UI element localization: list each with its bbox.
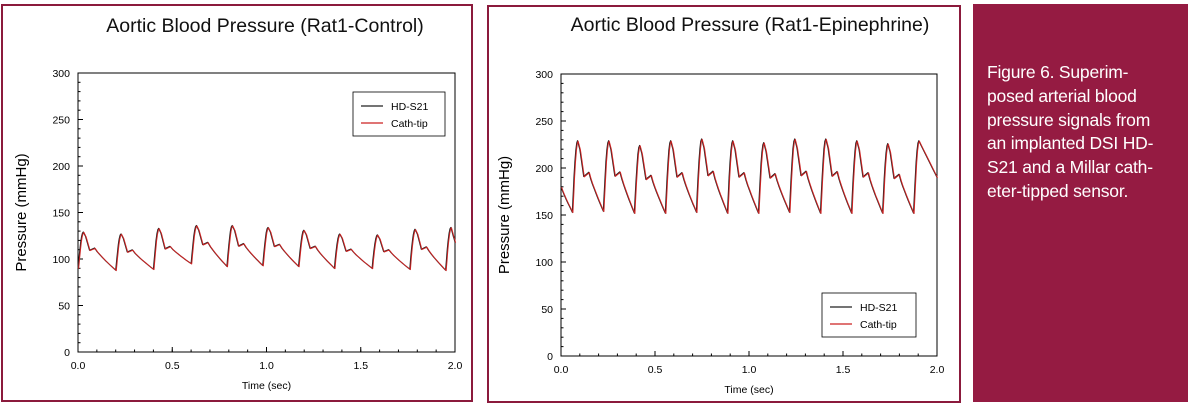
caption-line: an implanted DSI HD- [987,133,1154,154]
chart-panel-control: Aortic Blood Pressure (Rat1-Control) 0.0 0… [1,4,473,402]
caption-line: Figure 6. Superim- [987,62,1129,82]
x-tick-label: 2.0 [930,364,945,376]
chart-epinephrine: Aortic Blood Pressure (Rat1-Epinephrine)… [496,14,945,396]
chart-title: Aortic Blood Pressure (Rat1-Control) [106,15,424,37]
y-tick-label: 250 [535,116,553,128]
y-tick-label: 300 [535,69,553,81]
legend: HD-S21 Cath-tip [352,91,446,137]
x-axis: 0.0 0.5 1.0 1.5 2.0 Time (sec) [71,347,463,392]
x-axis-label: Time (sec) [724,384,773,396]
y-tick-label: 100 [52,254,70,266]
y-axis-label: Pressure (mmHg) [496,156,513,274]
y-tick-label: 200 [52,161,70,173]
y-tick-label: 100 [535,257,553,269]
caption-line: pressure signals from [987,109,1151,130]
y-tick-label: 250 [52,115,70,127]
legend-label: Cath-tip [860,319,897,331]
legend-label: Cath-tip [391,118,428,130]
x-tick-label: 1.0 [742,364,757,376]
legend-label: HD-S21 [391,101,429,113]
chart-title: Aortic Blood Pressure (Rat1-Epinephrine) [571,14,930,36]
y-tick-label: 300 [52,68,70,80]
legend-box [352,91,446,137]
x-tick-label: 0.0 [554,364,569,376]
x-tick-label: 0.5 [648,364,663,376]
caption-line: S21 and a Millar cath- [987,157,1153,178]
legend-label: HD-S21 [860,302,898,314]
series-cath-tip-line [561,138,939,214]
x-tick-label: 0.0 [71,360,86,372]
series-cath-tip-line [78,225,457,272]
x-tick-label: 1.5 [836,364,851,376]
x-tick-label: 1.5 [353,360,368,372]
y-tick-label: 0 [64,347,70,359]
figure-caption-box: Figure 6. Superim- posed arterial blood … [973,4,1188,402]
legend: HD-S21 Cath-tip [821,292,917,338]
x-tick-label: 1.0 [259,360,274,372]
x-tick-label: 0.5 [165,360,180,372]
y-tick-label: 150 [535,210,553,222]
caption-line: eter-tipped sensor. [987,180,1129,201]
chart-control: Aortic Blood Pressure (Rat1-Control)0.0 0… [13,15,463,392]
y-axis: 0 50 100 150 200 250 300 Pressure (mmHg) [496,69,566,363]
y-tick-label: 150 [52,208,70,220]
y-tick-label: 50 [541,304,553,316]
y-tick-label: 50 [58,301,70,313]
x-axis: 0.0 0.5 1.0 1.5 2.0 Time (sec) [554,351,945,396]
legend-box [821,292,917,338]
y-axis-label: Pressure (mmHg) [13,153,30,271]
y-tick-label: 0 [547,351,553,363]
caption-line: posed arterial blood [987,85,1137,106]
x-tick-label: 2.0 [448,360,463,372]
y-axis: 0 50 100 150 200 250 300 Pressure (mmHg) [13,68,83,359]
x-axis-label: Time (sec) [242,380,291,392]
figure-caption: Figure 6. Superim- posed arterial blood … [987,61,1179,204]
chart-panel-epinephrine: Aortic Blood Pressure (Rat1-Epinephrine)… [487,5,961,403]
series-hd-s21-line [560,138,938,214]
y-tick-label: 200 [535,163,553,175]
